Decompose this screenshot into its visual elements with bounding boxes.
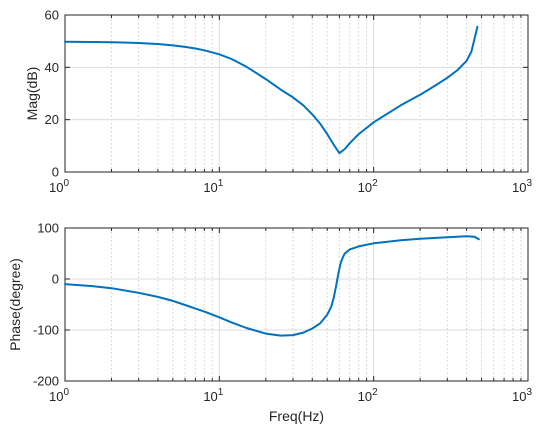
y-tick-label: 0	[52, 165, 59, 180]
axes-box	[64, 14, 529, 173]
y-tick-label: 20	[45, 112, 59, 127]
x-tick-label: 101	[203, 178, 223, 195]
x-tick-label: 101	[203, 387, 223, 404]
x-tick-label: 102	[358, 387, 378, 404]
axes-box	[64, 227, 529, 382]
y-axis-title: Mag(dB)	[24, 67, 40, 121]
x-tick-label: 103	[512, 387, 532, 404]
series-line	[64, 235, 480, 337]
y-tick-label: 0	[52, 272, 59, 287]
y-tick-label: 40	[45, 60, 59, 75]
x-axis-title: Freq(Hz)	[269, 408, 324, 424]
y-tick-label: 100	[37, 221, 59, 236]
x-tick-label: 103	[512, 178, 532, 195]
y-tick-label: 60	[45, 8, 59, 23]
x-tick-label: 100	[49, 178, 69, 195]
series-line	[64, 25, 479, 155]
y-tick-label: -200	[33, 374, 59, 389]
x-tick-label: 102	[358, 178, 378, 195]
y-tick-label: -100	[33, 323, 59, 338]
x-tick-label: 100	[49, 387, 69, 404]
phase-panel: 100 101 102 103 -200 -100 0 100 Phase(degree) Fre…	[7, 221, 532, 425]
y-axis-title: Phase(degree)	[7, 258, 23, 351]
magnitude-panel: 100 101 102 103 0 20 40 60 Mag(dB)	[24, 8, 532, 196]
